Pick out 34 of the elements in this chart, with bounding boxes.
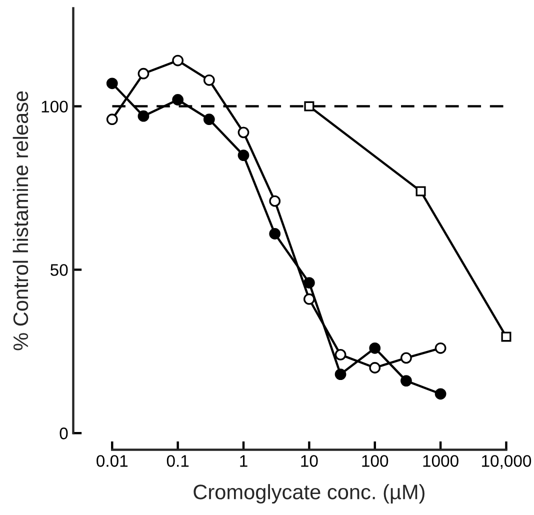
point (303, 277, 315, 288)
point (434, 388, 446, 400)
x-tick-label: 1 (240, 455, 248, 467)
point (172, 54, 184, 66)
point (138, 110, 150, 122)
x-tick-label: 10,000 (482, 455, 532, 469)
x-tick-label: 0.01 (96, 455, 128, 467)
x-tick-label: 10 (301, 455, 318, 467)
point (106, 78, 118, 90)
point (369, 362, 381, 374)
point (334, 368, 346, 380)
point (400, 375, 412, 387)
point (238, 126, 250, 138)
x-tick-label: 100 (362, 455, 388, 467)
point (303, 293, 315, 305)
point (203, 114, 215, 126)
point (172, 94, 184, 106)
point (269, 195, 281, 207)
point (434, 342, 446, 354)
x-axis-title: Cromoglycate conc. (µM) (194, 484, 424, 504)
point (334, 348, 346, 360)
point (238, 150, 250, 162)
x-tick-label: 0.1 (166, 455, 189, 467)
point (203, 74, 215, 86)
x-tick-label: 1000 (423, 455, 458, 467)
point (106, 114, 118, 126)
y-tick-label: 100 (42, 100, 68, 112)
y-tick-label: 0 (60, 428, 68, 440)
y-axis-title: % Control histamine release (12, 91, 28, 350)
point (138, 68, 150, 80)
point (369, 342, 381, 354)
point (269, 228, 281, 240)
point (400, 352, 412, 364)
y-tick-label: 50 (50, 264, 68, 276)
